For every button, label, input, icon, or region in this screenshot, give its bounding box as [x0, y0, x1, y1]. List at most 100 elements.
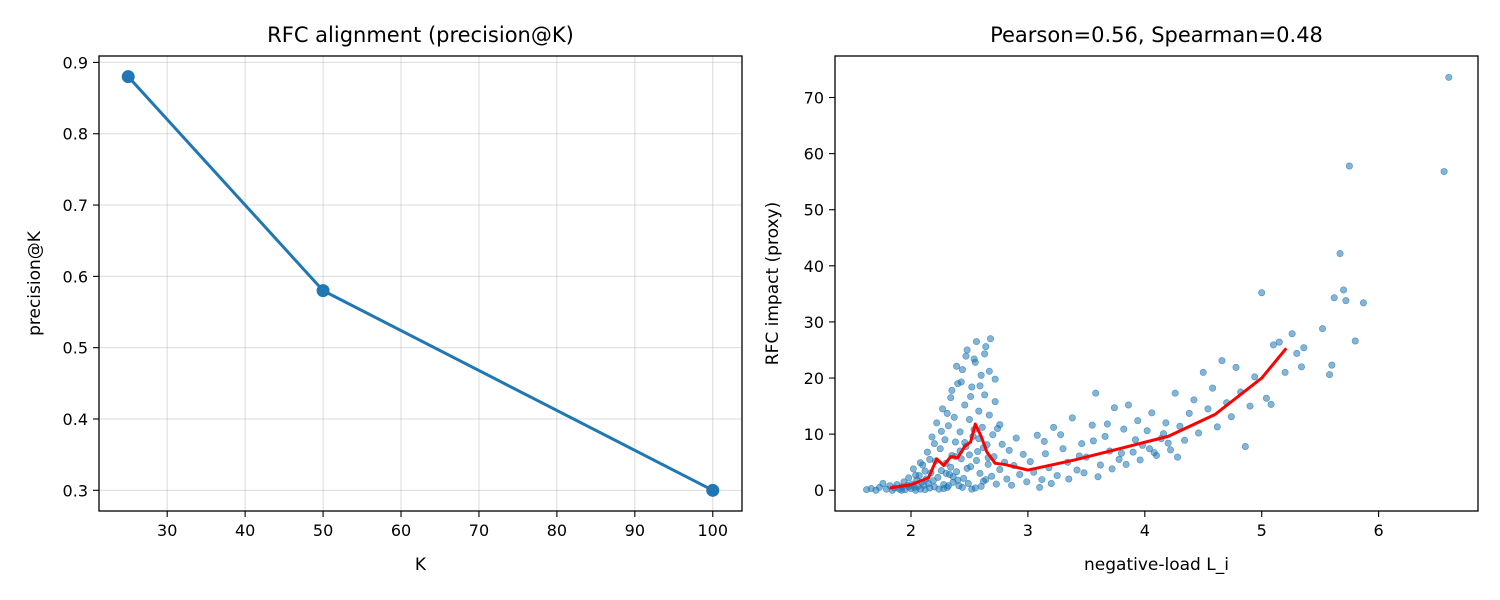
left-x-tick-label: 80: [547, 521, 567, 540]
scatter-point: [1065, 475, 1073, 483]
right-y-tick-label: 20: [804, 369, 824, 388]
scatter-point: [1213, 423, 1221, 431]
scatter-point: [1359, 299, 1367, 307]
left-ticks: 30 40 50 60 70 80 90 100 0.3 0.4 0.5 0.6 0.7 0.8 0.9: [63, 53, 728, 540]
scatter-point: [981, 350, 989, 358]
scatter-point: [1297, 363, 1305, 371]
scatter-point: [1288, 330, 1296, 338]
scatter-point: [1059, 445, 1067, 453]
scatter-point: [1258, 289, 1266, 297]
scatter-point: [991, 398, 999, 406]
scatter-point: [974, 448, 982, 456]
scatter-point: [1174, 453, 1182, 461]
right-axes-frame: [834, 55, 1479, 512]
scatter-point: [1281, 368, 1289, 376]
left-grid: [99, 56, 742, 511]
scatter-point: [1300, 344, 1308, 352]
scatter-point: [947, 463, 955, 471]
scatter-point: [1134, 417, 1142, 425]
scatter-point: [968, 485, 976, 493]
precision-point: [316, 284, 330, 298]
scatter-point: [985, 411, 993, 419]
right-x-tick-label: 2: [906, 521, 916, 540]
scatter-point: [1094, 473, 1102, 481]
scatter-point: [954, 476, 962, 484]
scatter-point: [985, 367, 993, 375]
scatter-point: [953, 362, 961, 370]
scatter-point: [964, 480, 972, 488]
scatter-point: [934, 473, 942, 481]
scatter-point: [1218, 357, 1226, 365]
right-y-tick-label: 30: [804, 313, 824, 332]
scatter-point: [1038, 476, 1046, 484]
scatter-point: [978, 423, 986, 431]
scatter-point: [958, 483, 966, 491]
right-y-tick-label: 60: [804, 145, 824, 164]
left-y-tick-label: 0.6: [63, 267, 88, 286]
scatter-point: [1008, 481, 1016, 489]
scatter-point: [1351, 337, 1359, 345]
scatter-point: [949, 473, 957, 481]
scatter-point: [1108, 465, 1116, 473]
scatter-point: [986, 335, 994, 343]
scatter-point: [1293, 349, 1301, 357]
scatter-point: [1101, 432, 1109, 440]
scatter-point: [1167, 446, 1175, 454]
precision-at-k-panel: 30 40 50 60 70 80 90 100 0.3 0.4 0.5 0.6 0.7 0.8 0.9 R…: [25, 23, 743, 575]
scatter-point: [1227, 413, 1235, 421]
scatter-point: [1232, 363, 1240, 371]
left-y-axis-label: precision@K: [25, 230, 45, 336]
scatter-point: [936, 445, 944, 453]
scatter-point: [1047, 480, 1055, 488]
scatter-point: [996, 421, 1004, 429]
scatter-point: [1050, 423, 1058, 431]
scatter-point: [982, 343, 990, 351]
left-x-tick-label: 40: [235, 521, 255, 540]
left-x-tick-label: 100: [697, 521, 728, 540]
scatter-point: [982, 476, 990, 484]
left-x-tick-label: 90: [625, 521, 645, 540]
scatter-point: [1190, 396, 1198, 404]
scatter-point: [1057, 431, 1065, 439]
scatter-point: [1078, 440, 1086, 448]
scatter-point: [948, 386, 956, 394]
scatter-point: [1440, 168, 1448, 176]
scatter-point: [944, 422, 952, 430]
scatter-point: [965, 451, 973, 459]
right-y-tick-label: 50: [804, 201, 824, 220]
scatter-point: [992, 480, 1000, 488]
scatter-point: [937, 427, 945, 435]
scatter-point: [1345, 162, 1353, 170]
right-y-axis-label: RFC impact (proxy): [763, 202, 783, 365]
scatter-point: [928, 433, 936, 441]
scatter-point: [977, 482, 985, 490]
scatter-point: [1328, 361, 1336, 369]
scatter-point: [1033, 431, 1041, 439]
precision-point: [706, 483, 720, 497]
scatter-point: [957, 378, 965, 386]
scatter-point: [981, 391, 989, 399]
scatter-point: [962, 352, 970, 360]
scatter-point: [1342, 297, 1350, 305]
scatter-point: [976, 382, 984, 390]
scatter-point: [950, 413, 958, 421]
scatter-point: [1026, 458, 1034, 466]
right-y-tick-label: 10: [804, 425, 824, 444]
scatter-point: [1122, 460, 1130, 468]
right-x-tick-label: 3: [1023, 521, 1033, 540]
scatter-point: [942, 469, 950, 477]
scatter-point: [1073, 466, 1081, 474]
scatter-point: [963, 346, 971, 354]
scatter-point: [1080, 469, 1088, 477]
scatter-point: [1209, 384, 1217, 392]
scatter-point: [967, 393, 975, 401]
scatter-point: [1096, 461, 1104, 469]
precision-point: [121, 70, 135, 84]
scatter-point: [916, 459, 924, 467]
scatter-point: [1269, 341, 1277, 349]
scatter-point: [1143, 427, 1151, 435]
scatter-point: [1136, 456, 1144, 464]
scatter-point: [1145, 445, 1153, 453]
